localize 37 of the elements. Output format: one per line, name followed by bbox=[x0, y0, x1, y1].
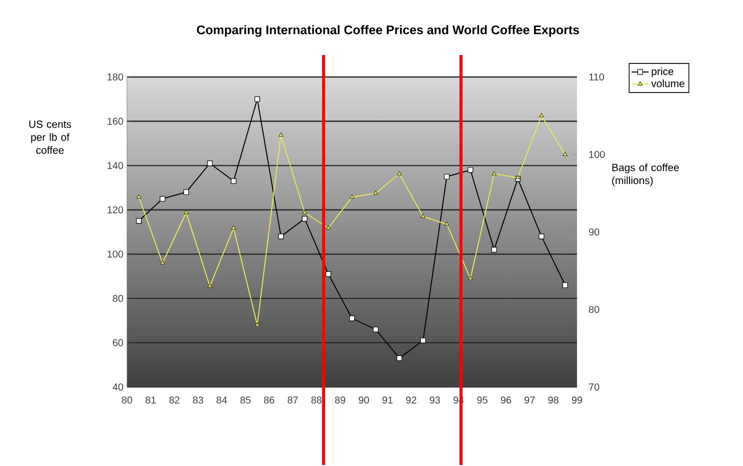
legend-label: volume bbox=[651, 79, 684, 87]
x-tick-label: 87 bbox=[288, 396, 298, 404]
x-tick-label: 83 bbox=[192, 396, 204, 404]
x-tick-label: 91 bbox=[382, 396, 393, 404]
y2-tick-label: 90 bbox=[588, 228, 600, 236]
x-tick-label: 96 bbox=[500, 396, 512, 404]
x-tick-label: 89 bbox=[335, 396, 346, 404]
x-tick-label: 85 bbox=[240, 396, 251, 404]
y-tick-label: 160 bbox=[108, 118, 124, 125]
x-tick-label: 84 bbox=[216, 396, 227, 404]
y-tick-label: 180 bbox=[108, 73, 124, 80]
y-tick-label: 40 bbox=[112, 383, 124, 390]
x-tick-label: 80 bbox=[122, 396, 132, 404]
y-tick-label: 120 bbox=[108, 206, 124, 214]
chart-title: Comparing International Coffee Prices and World Coffee Exports bbox=[196, 24, 580, 37]
legend-label: price bbox=[652, 67, 674, 77]
y-tick-label: 80 bbox=[112, 294, 124, 302]
x-tick-label: 86 bbox=[264, 396, 274, 404]
y-axis-title: US cents per lb of coffee bbox=[29, 120, 72, 154]
y2-tick-label: 80 bbox=[588, 306, 600, 313]
x-tick-label: 88 bbox=[311, 396, 322, 404]
y2-tick-label: 70 bbox=[589, 383, 600, 390]
x-tick-label: 92 bbox=[406, 396, 416, 404]
y-tick-label: 140 bbox=[108, 162, 124, 169]
y-tick-label: 60 bbox=[112, 338, 124, 346]
x-tick-label: 95 bbox=[477, 396, 488, 404]
x-tick-label: 81 bbox=[146, 396, 156, 404]
y-tick-label: 100 bbox=[108, 250, 124, 258]
x-tick-label: 93 bbox=[430, 396, 440, 404]
y2-tick-label: 110 bbox=[589, 73, 604, 80]
y2-axis-title: Bags of coffee (millions) bbox=[612, 163, 679, 186]
x-tick-label: 99 bbox=[572, 396, 582, 404]
x-tick-label: 82 bbox=[169, 396, 180, 404]
y2-tick-label: 100 bbox=[589, 150, 605, 158]
x-tick-label: 97 bbox=[524, 396, 535, 404]
x-tick-label: 98 bbox=[548, 396, 558, 404]
x-tick-label: 90 bbox=[358, 396, 370, 404]
